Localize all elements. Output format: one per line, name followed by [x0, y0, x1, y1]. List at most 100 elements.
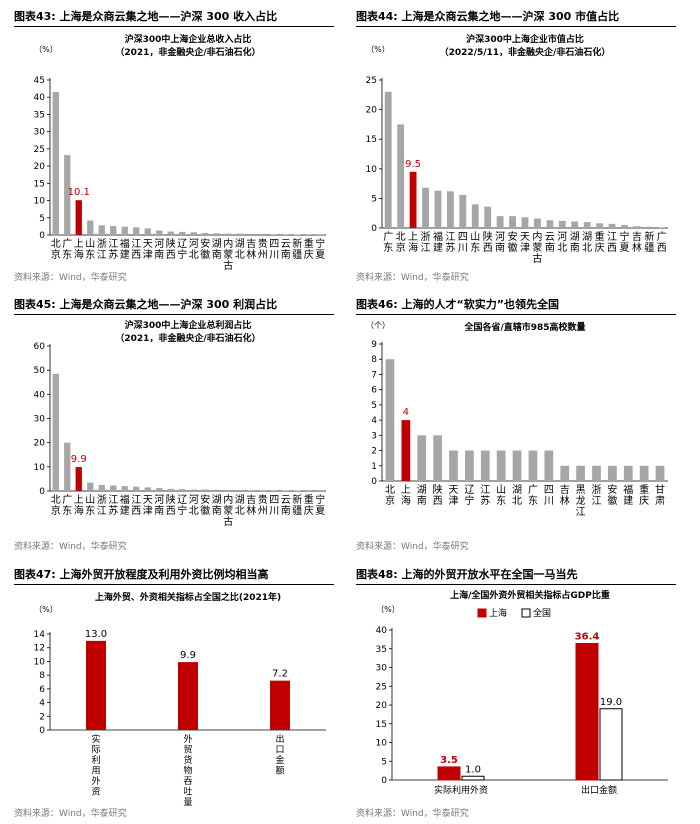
bar: [64, 442, 71, 491]
x-tick-char: 庆: [595, 241, 605, 254]
x-tick-label: 天津: [143, 495, 153, 517]
x-tick-label: 上海: [408, 231, 418, 254]
bar: [484, 206, 492, 228]
x-tick-label: 吉林: [560, 484, 570, 507]
x-tick-char: 天: [143, 495, 153, 506]
bar: [558, 220, 566, 228]
legend-label: 上海: [489, 607, 507, 619]
x-tick-char: 山: [496, 484, 506, 496]
bar: [190, 232, 197, 235]
x-tick-char: 苏: [108, 504, 118, 517]
x-tick-char: 上: [74, 238, 84, 250]
bar: [213, 233, 220, 235]
x-tick-char: 河: [189, 238, 199, 250]
bar: [655, 465, 665, 481]
x-tick-char: 辽: [177, 238, 187, 250]
x-tick-char: 东: [85, 504, 95, 517]
x-tick-char: 南: [570, 241, 580, 254]
x-tick-char: 西: [166, 506, 176, 517]
x-tick-char: 江: [480, 484, 490, 496]
x-tick-char: 西: [483, 243, 493, 254]
chart-panel-44: 图表44: 上海是众商云集之地——沪深 300 市值占比 沪深300中上海企业市…: [356, 8, 676, 288]
x-tick-label: 内蒙古: [223, 493, 233, 528]
x-tick-label: 浙江: [421, 231, 431, 254]
x-tick-char: 北: [51, 494, 61, 506]
y-unit-label: （个）: [366, 321, 390, 330]
bar: [144, 487, 151, 491]
x-tick-char: 吞: [183, 776, 192, 787]
source-note: 资料来源：Wind，华泰研究: [356, 273, 469, 283]
x-tick-label: 山东: [496, 484, 506, 507]
x-tick-label: 吉林: [246, 494, 256, 517]
x-tick-char: 西: [657, 243, 667, 254]
x-tick-char: 湖: [512, 484, 522, 496]
bar: [282, 234, 289, 235]
x-tick-label: 贵州: [258, 493, 268, 517]
y-tick-label: 12: [34, 644, 45, 654]
x-tick-char: 际: [91, 745, 100, 756]
x-tick-char: 南: [417, 494, 427, 507]
x-tick-label: 四川: [544, 485, 554, 507]
chart-title: 上海/全国外资外贸相关指标占GDP比重: [450, 589, 610, 601]
x-tick-label: 云南: [281, 495, 291, 517]
x-tick-char: 山: [470, 231, 480, 243]
data-label: 36.4: [575, 632, 600, 643]
x-tick-char: 西: [607, 243, 617, 254]
bar: [592, 465, 601, 481]
x-tick-char: 江: [97, 505, 107, 517]
title-divider: [14, 584, 334, 585]
x-tick-char: 建: [120, 504, 130, 517]
x-tick-char: 西: [166, 250, 176, 261]
x-tick-label: 广东: [383, 231, 393, 254]
x-tick-char: 古: [223, 259, 233, 272]
bar: [248, 490, 255, 491]
x-tick-char: 四: [269, 495, 279, 506]
x-tick-char: 新: [292, 237, 302, 250]
x-tick-char: 上: [401, 484, 411, 496]
y-tick-label: 5: [371, 401, 377, 411]
y-tick-label: 6: [39, 685, 45, 695]
y-tick-label: 4: [371, 416, 377, 426]
x-tick-char: 东: [85, 248, 95, 261]
chart-panel-48: 图表48: 上海的外贸开放水平在全国一马当先 上海/全国外资外贸相关指标占GDP…: [356, 566, 676, 820]
y-tick-label: 10: [34, 197, 46, 207]
bar: [259, 490, 266, 491]
x-tick-char: 夏: [315, 505, 325, 517]
bar: [608, 223, 616, 228]
x-tick-label: 吉林: [632, 231, 642, 254]
bar: [608, 465, 617, 481]
x-tick-label: 广东: [62, 238, 72, 261]
bar: [144, 228, 151, 235]
x-tick-char: 海: [74, 504, 84, 517]
bar: [294, 234, 301, 235]
x-tick-char: 京: [51, 248, 61, 261]
x-tick-label: 出口金额: [275, 733, 284, 777]
x-tick-label: 浙江: [97, 238, 107, 261]
x-tick-label: 天津: [449, 485, 459, 507]
x-tick-label: 宁夏: [315, 237, 325, 261]
x-tick-label: 福建: [433, 230, 443, 254]
x-tick-label: 云南: [545, 232, 555, 254]
title-divider: [356, 584, 676, 585]
bar: [446, 191, 454, 228]
x-tick-label: 湖南: [570, 231, 580, 254]
bar: [509, 216, 516, 228]
x-tick-char: 江: [592, 495, 602, 507]
data-label: 9.5: [405, 159, 421, 170]
x-tick-char: 上: [408, 231, 418, 243]
x-tick-char: 北: [582, 242, 592, 254]
x-tick-char: 出: [275, 733, 284, 745]
bar: [202, 232, 209, 235]
x-tick-char: 福: [120, 493, 130, 506]
x-tick-label: 广东: [62, 494, 72, 517]
x-tick-char: 京: [396, 241, 406, 254]
x-tick-char: 北: [557, 242, 567, 254]
y-unit-label: （%）: [366, 45, 390, 54]
x-tick-char: 北: [189, 505, 199, 517]
x-tick-label: 山东: [85, 494, 95, 517]
y-tick-label: 50: [34, 366, 46, 376]
x-tick-char: 京: [51, 504, 61, 517]
x-tick-label: 陕西: [483, 230, 493, 254]
x-tick-char: 川: [269, 506, 279, 517]
y-tick-label: 10: [34, 463, 46, 473]
